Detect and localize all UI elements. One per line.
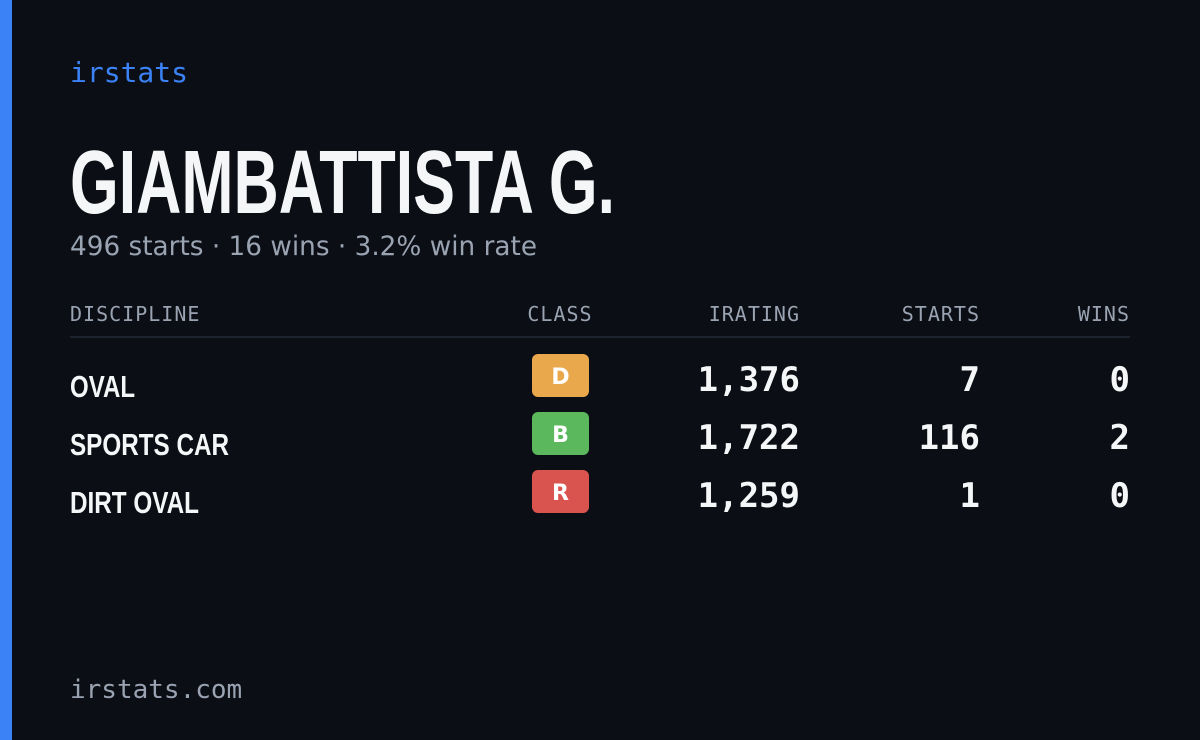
column-header: STARTS xyxy=(902,302,980,326)
summary: 496 starts · 16 wins · 3.2% win rate xyxy=(70,231,537,262)
wins: 0 xyxy=(1110,476,1130,516)
driver-name: GIAMBATTISTA G. xyxy=(70,133,615,233)
column-header: WINS xyxy=(1078,302,1130,326)
accent-bar xyxy=(0,0,12,740)
starts: 1 xyxy=(960,476,980,516)
discipline: DIRT OVAL xyxy=(70,485,199,520)
discipline: OVAL xyxy=(70,369,135,404)
class-badge xyxy=(532,354,589,397)
wins: 2 xyxy=(1110,418,1130,458)
irating: 1,376 xyxy=(698,360,800,400)
class-letter: B xyxy=(552,423,569,448)
class-letter: D xyxy=(551,365,569,390)
column-header: DISCIPLINE xyxy=(70,302,200,326)
discipline: SPORTS CAR xyxy=(70,427,229,462)
class-badge xyxy=(532,412,589,455)
column-header: IRATING xyxy=(709,302,800,326)
irating: 1,259 xyxy=(698,476,800,516)
irating: 1,722 xyxy=(698,418,800,458)
class-badge xyxy=(532,470,589,513)
starts: 116 xyxy=(919,418,980,458)
footer-site: irstats.com xyxy=(70,675,242,705)
column-header: CLASS xyxy=(527,302,592,326)
brand: irstats xyxy=(70,56,188,89)
wins: 0 xyxy=(1110,360,1130,400)
starts: 7 xyxy=(960,360,980,400)
class-letter: R xyxy=(552,481,569,506)
